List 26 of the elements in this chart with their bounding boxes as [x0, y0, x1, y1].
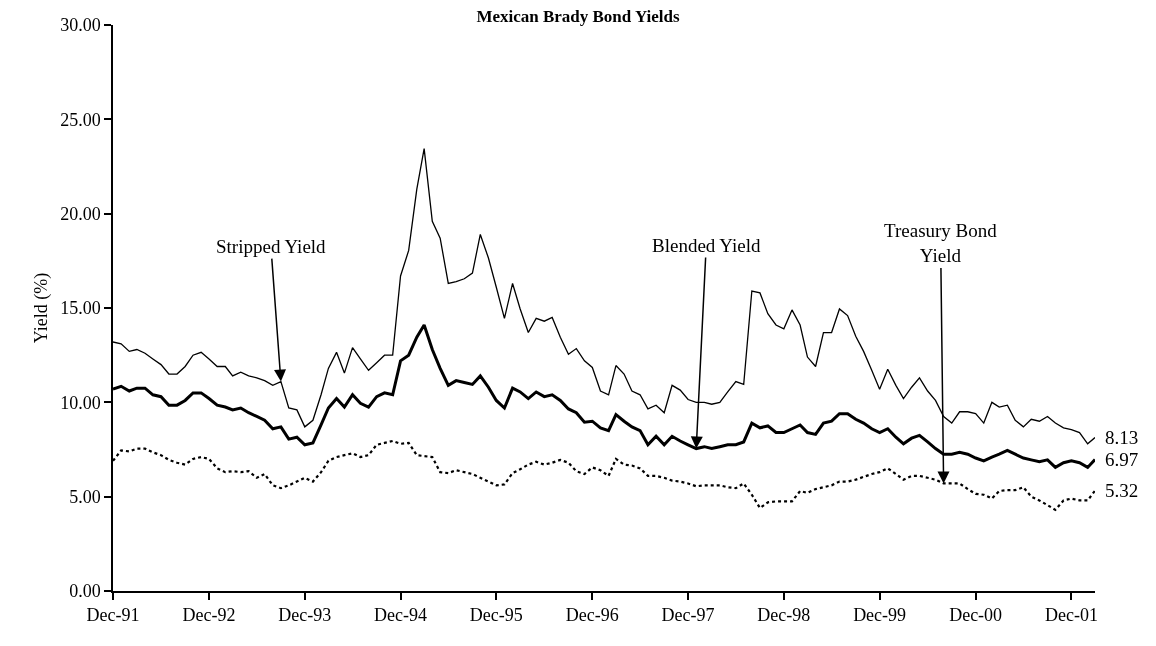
annotation: 5.32: [1105, 480, 1139, 501]
y-tick-label: 0.00: [69, 581, 101, 602]
x-tick-label: Dec-00: [949, 605, 1003, 626]
annotation: Stripped Yield: [216, 236, 327, 257]
x-tick-label: Dec-01: [1044, 605, 1098, 626]
y-tick-label: 30.00: [60, 15, 101, 36]
x-tick-label: Dec-97: [661, 605, 715, 626]
x-tick-label: Dec-99: [853, 605, 907, 626]
y-tick-label: 5.00: [69, 486, 101, 507]
y-tick-label: 10.00: [60, 392, 101, 413]
x-tick-label: Dec-93: [278, 605, 332, 626]
x-tick-label: Dec-96: [565, 605, 619, 626]
annotation: Treasury Bond Yield: [884, 220, 998, 266]
x-tick-label: Dec-94: [374, 605, 428, 626]
chart-title: Mexican Brady Bond Yields: [476, 6, 680, 26]
y-tick-label: 15.00: [60, 298, 101, 319]
y-tick-label: 20.00: [60, 203, 101, 224]
y-axis-title: Yield (%): [30, 272, 52, 344]
x-tick-label: Dec-95: [469, 605, 523, 626]
y-tick-label: 25.00: [60, 109, 101, 130]
annotation: 8.13: [1105, 427, 1139, 448]
annotation: Blended Yield: [652, 235, 762, 256]
annotation: 6.97: [1105, 449, 1139, 470]
x-tick-label: Dec-91: [86, 605, 140, 626]
x-tick-label: Dec-92: [182, 605, 236, 626]
x-tick-label: Dec-98: [757, 605, 811, 626]
